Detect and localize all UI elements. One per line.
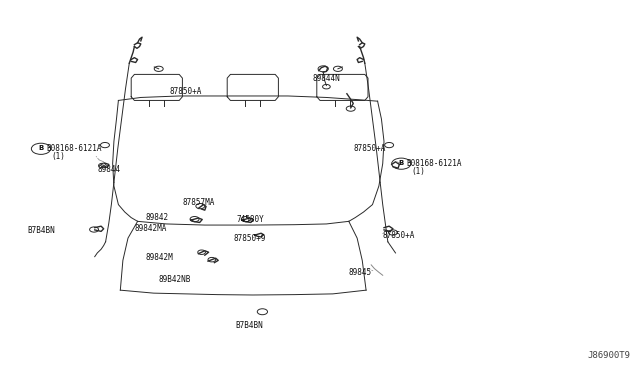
Text: 87850+9: 87850+9: [234, 234, 266, 243]
Text: (1): (1): [51, 153, 65, 161]
Text: 89842M: 89842M: [146, 253, 173, 262]
Text: 89B42NB: 89B42NB: [159, 275, 191, 284]
Text: B08168-6121A: B08168-6121A: [406, 159, 462, 168]
Text: 87850+A: 87850+A: [353, 144, 386, 153]
Text: J86900T9: J86900T9: [588, 351, 630, 360]
Text: B7B4BN: B7B4BN: [27, 226, 54, 235]
Text: B08168-6121A: B08168-6121A: [46, 144, 102, 153]
Text: B: B: [38, 145, 44, 151]
Text: (1): (1): [412, 167, 426, 176]
Text: 89844N: 89844N: [312, 74, 340, 83]
Text: 89845: 89845: [349, 268, 372, 277]
Text: 89842MA: 89842MA: [134, 224, 167, 233]
Text: B7B4BN: B7B4BN: [236, 321, 263, 330]
Text: 89844: 89844: [97, 165, 120, 174]
Circle shape: [31, 143, 51, 154]
Text: B: B: [399, 160, 404, 166]
Text: 74580Y: 74580Y: [237, 215, 264, 224]
Circle shape: [392, 158, 411, 169]
Text: 87850+A: 87850+A: [170, 87, 202, 96]
Text: 89842: 89842: [146, 213, 169, 222]
Text: 87857MA: 87857MA: [182, 198, 215, 207]
Text: 87850+A: 87850+A: [383, 231, 415, 240]
